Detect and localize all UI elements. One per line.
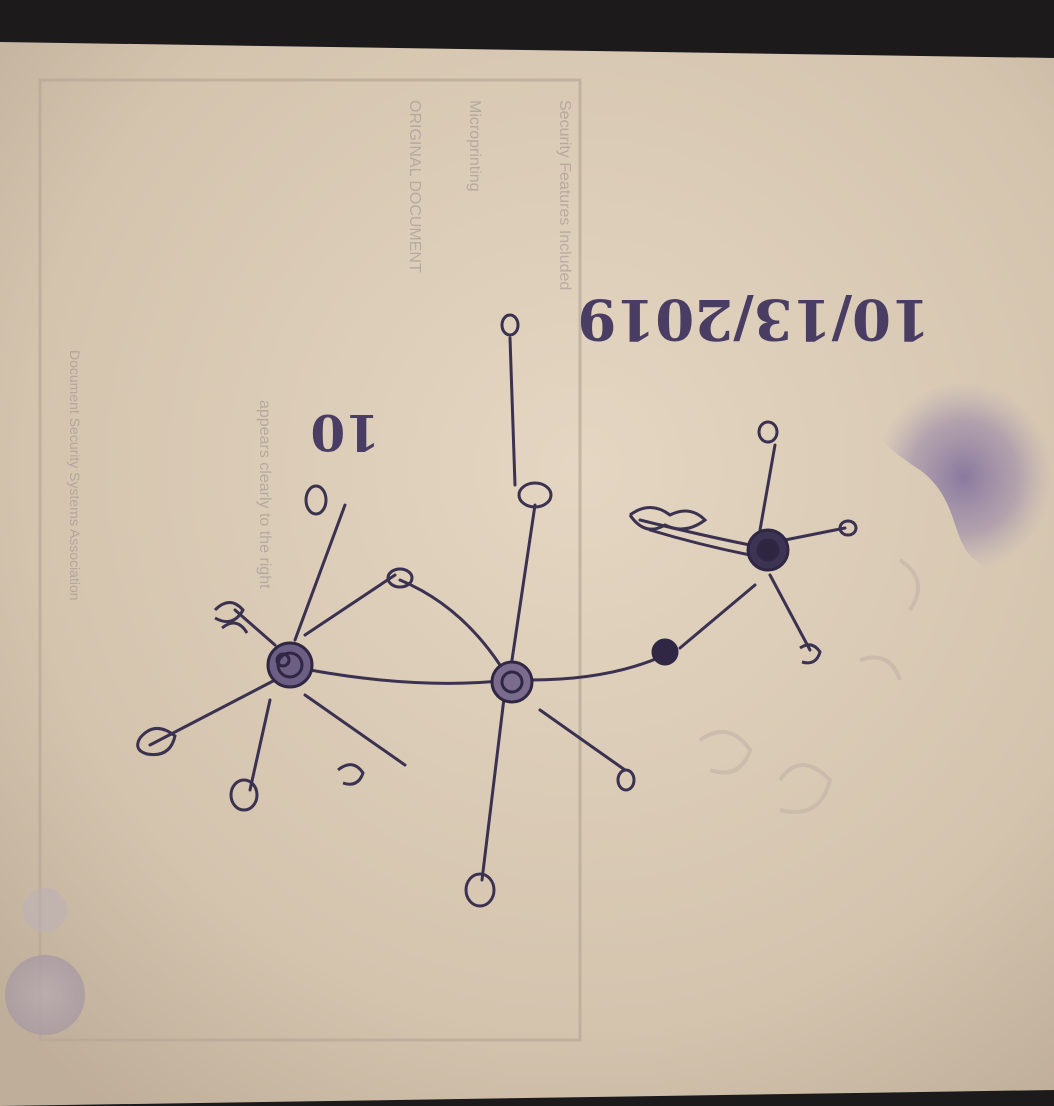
printed-line: appears clearly to the right	[256, 400, 273, 589]
bond	[528, 653, 667, 682]
bond	[538, 708, 627, 772]
printed-backside-text: Security Features Included Microprinting…	[67, 100, 573, 601]
bond	[508, 336, 517, 487]
bond	[648, 528, 752, 557]
bond	[233, 608, 277, 647]
atoms	[266, 528, 790, 704]
central-atom	[266, 641, 314, 689]
molecule-sketch	[148, 336, 847, 882]
bond	[303, 693, 407, 767]
bond	[638, 518, 752, 547]
bond	[293, 503, 347, 642]
handwritten-label: 10	[310, 403, 380, 462]
bond	[510, 503, 537, 662]
bond	[303, 573, 397, 637]
central-atom	[490, 660, 534, 704]
grey-dot	[5, 955, 85, 1035]
printed-line: ORIGINAL DOCUMENT	[406, 100, 423, 273]
bond	[248, 698, 272, 792]
bond	[758, 443, 777, 532]
faint-scribbles	[698, 558, 920, 814]
printed-line: Microprinting	[466, 100, 483, 192]
filled-atom	[651, 638, 679, 666]
handwritten-date: 10/13/2019	[577, 286, 930, 352]
bond	[480, 688, 507, 882]
terminal-atoms	[136, 313, 858, 908]
bond	[308, 668, 512, 685]
printed-line: Security Features Included	[556, 100, 573, 290]
printed-line: Document Security Systems Association	[67, 350, 83, 601]
bond	[768, 573, 812, 652]
bond	[783, 526, 847, 542]
printed-frame	[38, 78, 582, 1042]
grey-dot-small	[23, 888, 67, 932]
ink-stain	[873, 380, 1054, 574]
paper-sheet	[0, 42, 1054, 1106]
bond	[398, 578, 502, 667]
bond	[678, 583, 757, 650]
